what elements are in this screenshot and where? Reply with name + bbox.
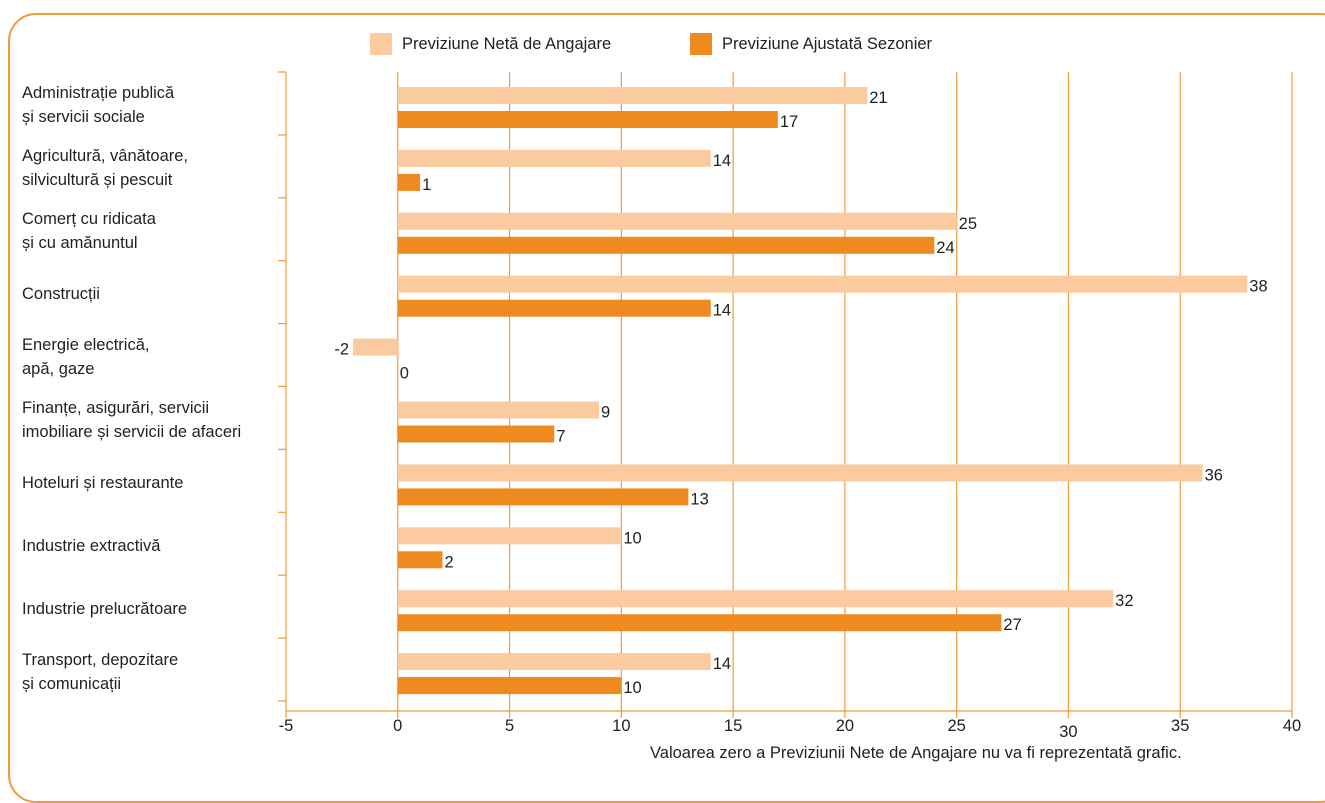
bar [397, 677, 622, 695]
bar [397, 275, 1248, 293]
bar [353, 338, 398, 356]
x-tick-label: 35 [1171, 717, 1189, 735]
category-label: Administrație publică și servicii social… [22, 84, 175, 127]
category-label: Construcții [22, 285, 100, 304]
legend-label-adjusted: Previziune Ajustată Sezonier [722, 34, 933, 53]
x-tick-label: 5 [505, 717, 514, 735]
data-label: 27 [1003, 616, 1021, 634]
bar [397, 488, 689, 506]
bar [397, 299, 711, 317]
legend-item-adjusted: Previziune Ajustată Sezonier [690, 33, 932, 55]
data-label: 14 [713, 302, 731, 320]
bar [397, 425, 555, 443]
legend-swatch-net [370, 33, 392, 55]
bar [397, 173, 421, 191]
legend-swatch-adjusted [690, 33, 712, 55]
data-label: 1 [422, 176, 431, 194]
data-label: 21 [869, 89, 887, 107]
bar [397, 401, 599, 419]
legend-item-net: Previziune Netă de Angajare [370, 33, 611, 55]
bar [397, 551, 443, 569]
data-label: 2 [444, 553, 453, 571]
data-label: 7 [556, 428, 565, 446]
x-tick-label: 30 [1059, 723, 1077, 741]
x-tick-label: 20 [836, 717, 854, 735]
category-label: Industrie extractivă [22, 536, 161, 555]
data-label: 25 [959, 215, 977, 233]
x-tick-label: 15 [724, 717, 742, 735]
data-label: 14 [713, 152, 731, 170]
bar [397, 87, 868, 104]
x-tick-label: 0 [393, 717, 402, 735]
legend-label-net: Previziune Netă de Angajare [402, 34, 612, 53]
footnote: Valoarea zero a Previziunii Nete de Anga… [650, 744, 1182, 762]
data-label: 10 [623, 529, 641, 547]
category-label: Transport, depozitare și comunicații [22, 650, 179, 693]
bar [397, 212, 957, 230]
category-label: Hoteluri și restaurante [22, 473, 184, 492]
data-label: 14 [713, 655, 731, 673]
data-label: 32 [1115, 592, 1133, 610]
category-label: Finanțe, asigurări, servicii imobiliare … [22, 398, 242, 441]
bar [397, 111, 778, 128]
x-tick-label: 10 [612, 717, 630, 735]
x-tick-label: -5 [279, 717, 294, 735]
data-label: 24 [936, 239, 954, 257]
category-label: Energie electrică, apă, gaze [22, 336, 150, 379]
bar [397, 464, 1203, 482]
bar [397, 236, 935, 254]
x-tick-label: 40 [1283, 717, 1301, 735]
bar [397, 614, 1002, 632]
bar [397, 527, 622, 545]
data-label: 36 [1205, 466, 1223, 484]
category-label: Agricultură, vânătoare, silvicultură și … [22, 147, 189, 190]
bar [397, 653, 711, 671]
data-label: 0 [400, 365, 409, 383]
category-label: Industrie prelucrătoare [22, 599, 188, 618]
data-label: 38 [1249, 278, 1267, 296]
bar [397, 590, 1114, 608]
data-label: 10 [623, 679, 641, 697]
data-label: 9 [601, 404, 610, 422]
x-tick-label: 25 [947, 717, 965, 735]
data-label: -2 [334, 341, 349, 359]
data-label: 13 [690, 490, 708, 508]
bar [397, 149, 711, 167]
category-label: Comerț cu ridicata și cu amănuntul [22, 210, 156, 253]
data-label: 17 [780, 113, 798, 131]
bar-chart: -5 0 5 10 15 20 25 30 35 4021142538-2936103214171… [278, 71, 1301, 741]
